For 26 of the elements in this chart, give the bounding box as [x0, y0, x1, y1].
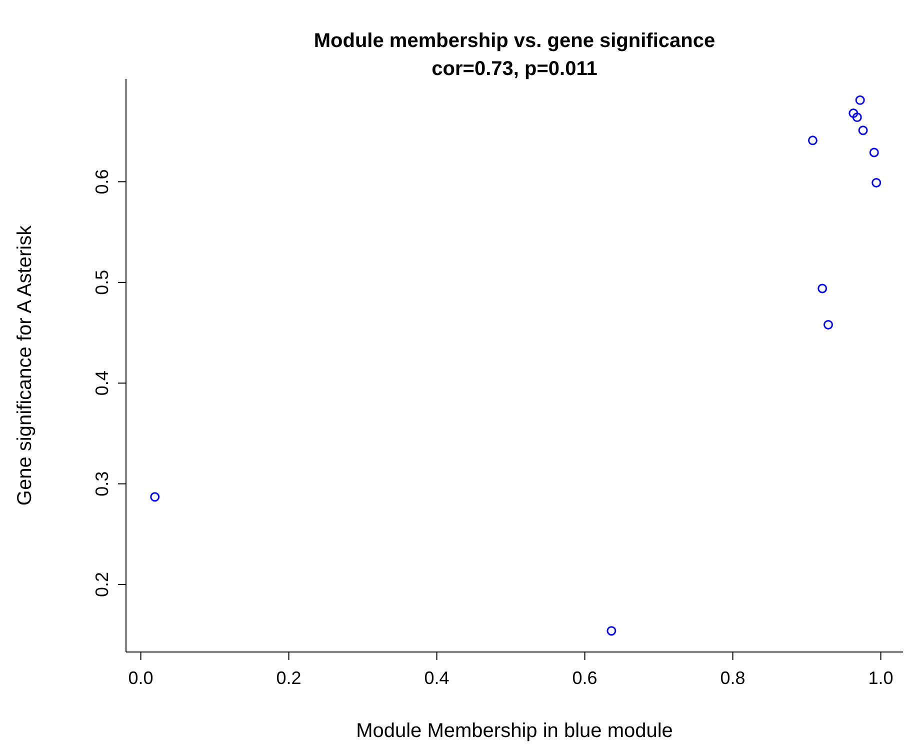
x-axis-title: Module Membership in blue module — [356, 720, 673, 742]
point — [872, 178, 882, 188]
y-axis-title: Gene significance for A Asterisk — [14, 224, 36, 506]
x-tick-label: 0.8 — [720, 668, 746, 688]
point — [824, 320, 834, 330]
x-tick-label: 0.0 — [128, 668, 154, 688]
point — [818, 284, 828, 294]
point — [848, 108, 858, 118]
x-tick-label: 0.6 — [572, 668, 598, 688]
point — [150, 492, 160, 502]
x-tick-label: 1.0 — [868, 668, 894, 688]
chart-title: Module membership vs. gene significance — [312, 30, 716, 53]
y-tick-label: 0.2 — [92, 572, 112, 598]
point — [808, 136, 818, 146]
point — [869, 148, 879, 158]
point — [858, 126, 868, 136]
x-tick-label: 0.4 — [424, 668, 450, 688]
point — [852, 112, 862, 122]
x-tick-label: 0.2 — [276, 668, 302, 688]
y-tick-label: 0.5 — [92, 270, 112, 295]
point — [855, 95, 865, 105]
y-tick-label: 0.4 — [92, 370, 112, 396]
y-tick-label: 0.6 — [92, 169, 112, 194]
y-tick-label: 0.3 — [92, 471, 112, 496]
point — [606, 626, 616, 636]
chart-subtitle: cor=0.73, p=0.011 — [430, 58, 598, 81]
